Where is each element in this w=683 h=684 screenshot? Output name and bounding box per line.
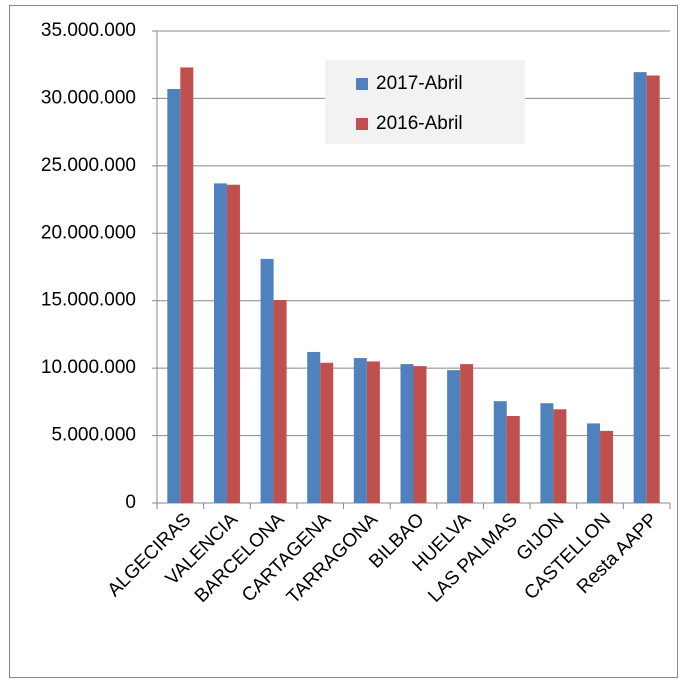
- bar: [540, 403, 554, 503]
- bar: [587, 423, 601, 503]
- y-tick-label: 30.000.000: [41, 87, 136, 108]
- legend-label: 2017-Abril: [376, 73, 463, 94]
- y-tick-label: 5.000.000: [51, 425, 136, 446]
- bar: [260, 258, 274, 503]
- bar: [460, 364, 474, 503]
- y-tick-label: 20.000.000: [41, 222, 136, 243]
- bar: [273, 300, 287, 503]
- bar: [646, 75, 660, 503]
- legend-swatch: [356, 78, 368, 90]
- bar: [167, 88, 181, 503]
- bar: [213, 183, 227, 504]
- bar: [180, 67, 194, 503]
- y-tick-label: 25.000.000: [41, 155, 136, 176]
- bar: [553, 409, 567, 503]
- legend-label: 2016-Abril: [376, 113, 463, 134]
- y-tick-label: 0: [125, 492, 136, 513]
- bar: [413, 366, 427, 503]
- y-tick-label: 15.000.000: [41, 290, 136, 311]
- bar: [353, 358, 367, 503]
- bar: [506, 416, 520, 503]
- bar: [633, 72, 647, 503]
- bar: [493, 401, 507, 503]
- legend-swatch: [356, 118, 368, 130]
- bar: [447, 370, 461, 503]
- bar: [307, 351, 321, 503]
- y-tick-label: 35.000.000: [41, 20, 136, 41]
- y-tick-label: 10.000.000: [41, 357, 136, 378]
- bar: [226, 184, 240, 504]
- bar: [320, 362, 334, 503]
- bar: [600, 430, 614, 503]
- bar: [400, 364, 414, 503]
- bar: [366, 361, 380, 503]
